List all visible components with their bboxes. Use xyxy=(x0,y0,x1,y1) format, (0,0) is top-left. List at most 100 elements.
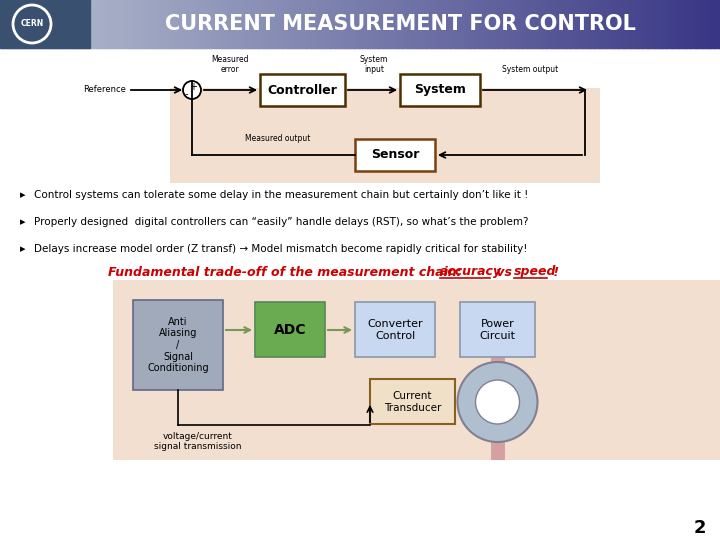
Bar xyxy=(662,0,666,48)
Bar xyxy=(117,0,121,48)
Bar xyxy=(252,0,256,48)
Bar xyxy=(151,0,155,48)
Bar xyxy=(598,0,601,48)
Bar xyxy=(225,0,229,48)
Text: System
input: System input xyxy=(360,55,388,74)
Bar xyxy=(137,0,140,48)
Bar xyxy=(302,0,306,48)
Bar xyxy=(557,0,560,48)
Bar xyxy=(43,0,47,48)
Bar xyxy=(171,0,174,48)
Bar xyxy=(605,0,608,48)
Bar xyxy=(238,0,241,48)
Bar xyxy=(610,0,613,48)
Bar xyxy=(607,0,611,48)
Bar xyxy=(173,0,176,48)
Bar xyxy=(391,0,395,48)
Bar xyxy=(583,0,587,48)
Bar xyxy=(235,0,238,48)
Bar xyxy=(120,0,123,48)
Bar xyxy=(624,0,627,48)
Text: Anti
Aliasing
/
Signal
Conditioning: Anti Aliasing / Signal Conditioning xyxy=(147,317,209,373)
Bar xyxy=(670,0,673,48)
Bar xyxy=(665,0,668,48)
Bar xyxy=(197,0,200,48)
Bar xyxy=(657,0,661,48)
Bar xyxy=(333,0,337,48)
Bar xyxy=(211,0,215,48)
Bar xyxy=(655,0,659,48)
Bar xyxy=(449,0,452,48)
Bar xyxy=(326,0,330,48)
Bar xyxy=(274,0,277,48)
Text: -: - xyxy=(184,89,188,99)
Bar xyxy=(461,0,464,48)
Text: Measured
error: Measured error xyxy=(211,55,248,74)
Bar xyxy=(38,0,42,48)
Bar xyxy=(223,0,227,48)
Bar xyxy=(24,0,27,48)
Bar xyxy=(619,0,623,48)
Bar xyxy=(459,0,462,48)
Bar xyxy=(564,0,567,48)
Bar xyxy=(192,0,195,48)
Bar xyxy=(686,0,690,48)
Bar xyxy=(297,0,301,48)
Bar xyxy=(540,0,544,48)
Bar xyxy=(355,0,359,48)
Bar xyxy=(495,0,498,48)
Bar xyxy=(199,0,202,48)
Bar xyxy=(400,74,480,106)
Bar xyxy=(286,0,289,48)
Bar xyxy=(511,0,515,48)
Bar xyxy=(221,0,224,48)
Text: !: ! xyxy=(549,266,559,279)
Bar xyxy=(588,0,591,48)
Bar xyxy=(216,0,220,48)
Bar xyxy=(360,0,364,48)
Bar xyxy=(698,0,702,48)
Text: Current
Transducer: Current Transducer xyxy=(384,391,441,413)
Bar xyxy=(425,0,428,48)
Bar xyxy=(79,0,83,48)
Bar xyxy=(581,0,584,48)
Bar xyxy=(636,0,639,48)
Bar xyxy=(554,0,558,48)
Bar xyxy=(281,0,284,48)
Bar xyxy=(603,0,606,48)
Text: +: + xyxy=(189,82,197,92)
Bar xyxy=(387,0,390,48)
Bar xyxy=(711,0,714,48)
Bar xyxy=(353,0,356,48)
Bar xyxy=(29,0,32,48)
Bar xyxy=(634,0,637,48)
Bar xyxy=(146,0,150,48)
Bar xyxy=(166,0,169,48)
Bar xyxy=(125,0,128,48)
Bar xyxy=(437,0,440,48)
Bar xyxy=(456,0,459,48)
Bar xyxy=(497,0,500,48)
Bar xyxy=(7,0,11,48)
Bar xyxy=(343,0,346,48)
Bar xyxy=(430,0,433,48)
Bar xyxy=(19,0,22,48)
Bar xyxy=(168,0,171,48)
Bar xyxy=(410,0,414,48)
Bar xyxy=(451,0,454,48)
Bar xyxy=(149,0,152,48)
Bar xyxy=(362,0,366,48)
Bar xyxy=(434,0,438,48)
Bar xyxy=(14,0,18,48)
Text: System: System xyxy=(414,84,466,97)
Bar xyxy=(279,0,282,48)
Bar xyxy=(89,0,92,48)
Bar xyxy=(372,0,375,48)
Bar xyxy=(77,0,80,48)
Bar xyxy=(516,0,519,48)
Bar xyxy=(34,0,37,48)
Bar xyxy=(562,0,565,48)
Bar xyxy=(621,0,625,48)
Bar xyxy=(401,0,404,48)
Text: ▸: ▸ xyxy=(20,244,26,254)
